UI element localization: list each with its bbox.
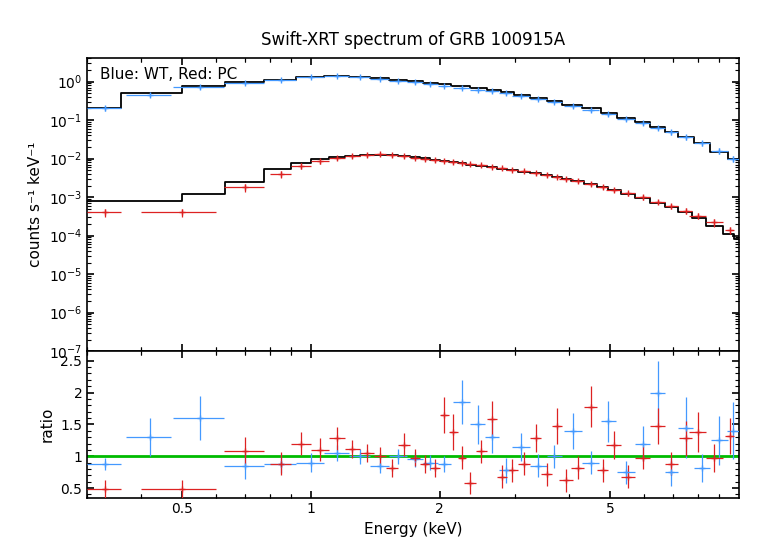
Text: Blue: WT, Red: PC: Blue: WT, Red: PC [100, 67, 237, 82]
Y-axis label: counts s⁻¹ keV⁻¹: counts s⁻¹ keV⁻¹ [28, 142, 43, 267]
X-axis label: Energy (keV): Energy (keV) [364, 522, 462, 537]
Text: Swift-XRT spectrum of GRB 100915A: Swift-XRT spectrum of GRB 100915A [261, 31, 565, 48]
Y-axis label: ratio: ratio [39, 407, 55, 442]
